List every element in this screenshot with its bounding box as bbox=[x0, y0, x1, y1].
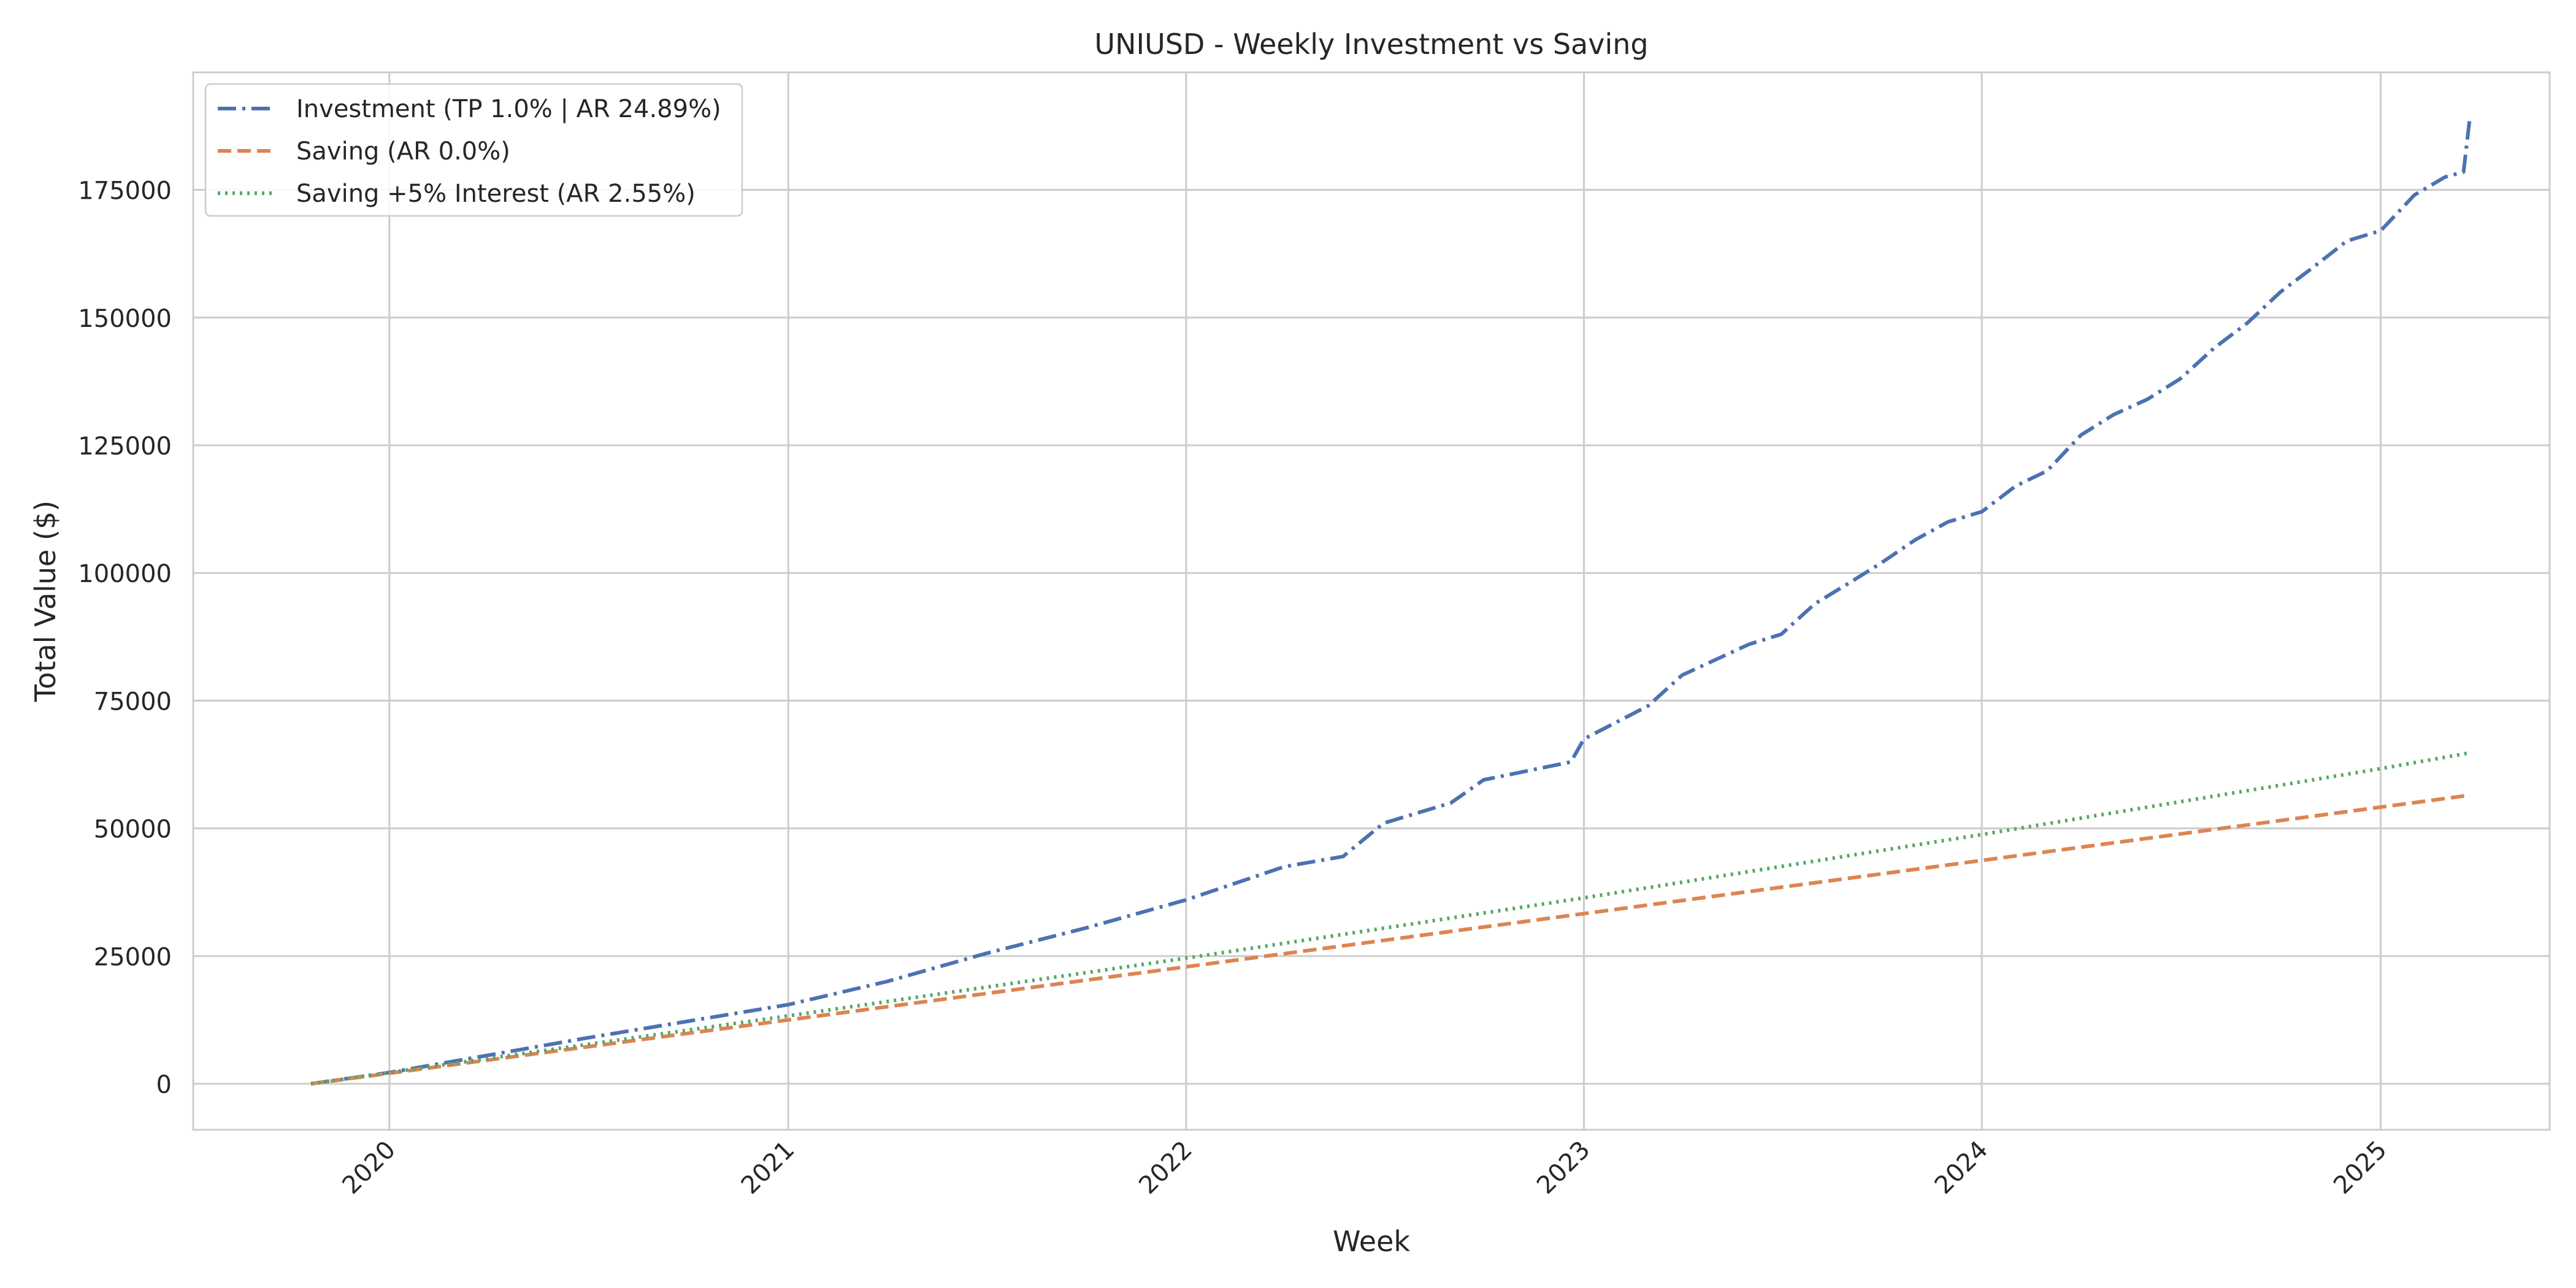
series-layer bbox=[310, 115, 2472, 1086]
y-tick-label: 0 bbox=[156, 1071, 172, 1099]
series-line-0 bbox=[310, 115, 2472, 1086]
y-tick-label: 75000 bbox=[94, 688, 172, 716]
y-tick-label: 175000 bbox=[78, 177, 172, 205]
y-tick-label: 125000 bbox=[78, 432, 172, 461]
legend: Investment (TP 1.0% | AR 24.89%) Saving (… bbox=[204, 83, 743, 217]
y-tick-label: 100000 bbox=[78, 560, 172, 588]
legend-label-1: Saving (AR 0.0%) bbox=[296, 137, 510, 166]
legend-items: Investment (TP 1.0% | AR 24.89%) Saving (… bbox=[218, 95, 721, 208]
legend-box bbox=[204, 83, 743, 217]
x-axis-label: Week bbox=[1333, 1225, 1410, 1258]
chart-title: UNIUSD - Weekly Investment vs Saving bbox=[1094, 28, 1648, 61]
y-tick-label: 50000 bbox=[94, 816, 172, 844]
y-tick-label: 150000 bbox=[78, 305, 172, 333]
y-axis-label: Total Value ($) bbox=[29, 500, 62, 702]
series-line-1 bbox=[310, 793, 2471, 1086]
legend-label-2: Saving +5% Interest (AR 2.55%) bbox=[296, 180, 696, 208]
series-line-2 bbox=[310, 751, 2471, 1086]
legend-label-0: Investment (TP 1.0% | AR 24.89%) bbox=[296, 95, 721, 123]
y-tick-label: 25000 bbox=[94, 943, 172, 972]
plot-area-frame bbox=[192, 71, 2551, 1131]
